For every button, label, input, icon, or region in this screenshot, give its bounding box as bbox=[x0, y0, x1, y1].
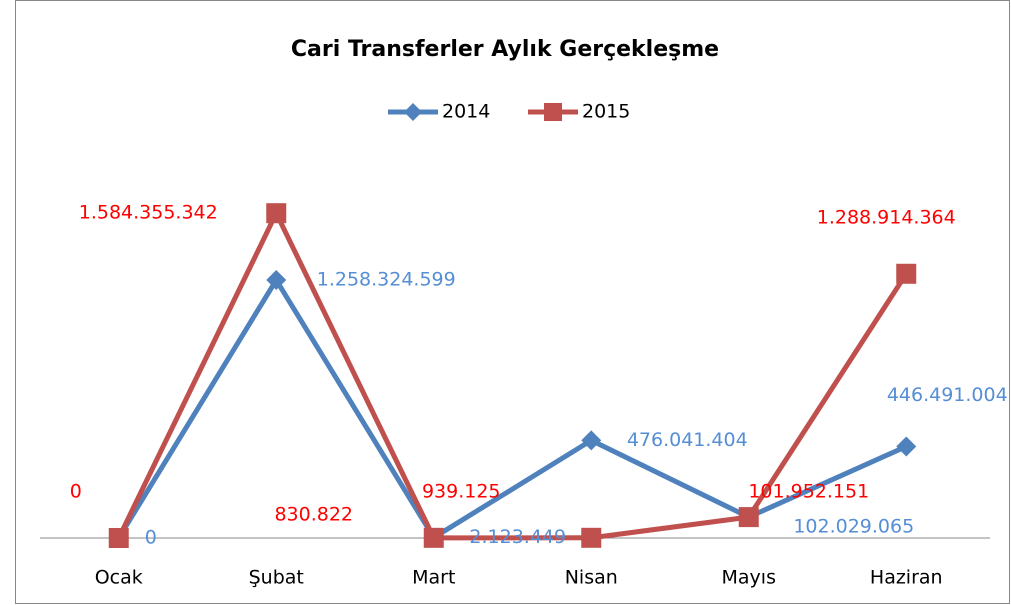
legend-label: 2015 bbox=[582, 101, 630, 123]
marker bbox=[423, 527, 444, 548]
marker bbox=[581, 527, 602, 548]
data-label: 1.288.914.364 bbox=[817, 206, 956, 228]
data-label: 1.258.324.599 bbox=[317, 269, 456, 291]
data-label: 1.584.355.342 bbox=[79, 202, 218, 224]
data-label: 446.491.004 bbox=[887, 384, 1008, 406]
data-label: 2.123.449 bbox=[469, 526, 566, 548]
marker bbox=[738, 507, 759, 528]
x-tick-label: Mayıs bbox=[722, 567, 776, 589]
marker bbox=[896, 436, 917, 457]
data-label: 102.029.065 bbox=[793, 516, 914, 538]
line bbox=[116, 277, 908, 541]
marker bbox=[108, 528, 129, 548]
x-tick-label: Şubat bbox=[249, 567, 304, 589]
data-label: 0 bbox=[145, 527, 157, 549]
data-label: 830.822 bbox=[274, 503, 353, 525]
data-label: 0 bbox=[70, 481, 82, 503]
x-tick-label: Ocak bbox=[95, 567, 143, 589]
chart-frame bbox=[15, 0, 1010, 604]
chart-title: Cari Transferler Aylık Gerçekleşme bbox=[291, 37, 719, 62]
x-tick-label: Mart bbox=[412, 567, 455, 589]
data-label: 939.125 bbox=[422, 480, 501, 502]
marker bbox=[266, 203, 287, 224]
data-label: 101.952.151 bbox=[748, 481, 869, 503]
x-tick-label: Nisan bbox=[565, 567, 618, 589]
legend-marker bbox=[404, 103, 422, 121]
x-tick-label: Haziran bbox=[870, 567, 943, 589]
line bbox=[116, 210, 909, 541]
marker bbox=[581, 430, 602, 451]
marker bbox=[896, 263, 917, 284]
legend-marker bbox=[544, 103, 562, 121]
marker bbox=[266, 270, 287, 291]
data-label: 476.041.404 bbox=[627, 429, 748, 451]
legend-label: 2014 bbox=[442, 101, 490, 123]
